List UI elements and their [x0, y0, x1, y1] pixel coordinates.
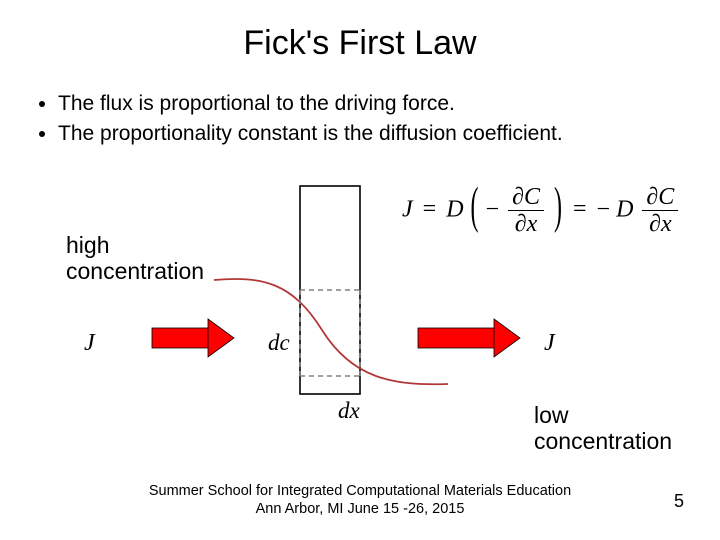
eq-lparen: (	[471, 181, 479, 238]
label-dx: dx	[338, 398, 360, 424]
eq-frac2: ∂C ∂x	[642, 184, 678, 238]
slide: Fick's First Law The flux is proportiona…	[0, 0, 720, 540]
label-dc: dc	[268, 330, 290, 356]
bullet-list: The flux is proportional to the driving …	[36, 90, 684, 151]
eq-frac1: ∂C ∂x	[508, 184, 544, 238]
page-title: Fick's First Law	[0, 24, 720, 63]
equation: J = D ( − ∂C ∂x ) = − D ∂C ∂x	[402, 184, 681, 238]
eq-partial4: ∂	[649, 211, 661, 237]
label-high-concentration: high concentration	[66, 232, 204, 285]
bullet-item: The flux is proportional to the driving …	[58, 90, 684, 118]
eq-x2: x	[661, 211, 672, 237]
eq-x: x	[527, 211, 538, 237]
page-number: 5	[674, 491, 684, 512]
eq-rparen: )	[554, 181, 562, 238]
diagram-box	[300, 186, 360, 394]
eq-D: D	[446, 196, 463, 222]
eq-J: J	[402, 196, 413, 222]
eq-partial3: ∂	[646, 184, 658, 210]
concentration-curve	[214, 279, 448, 384]
footer-line2: Ann Arbor, MI June 15 -26, 2015	[256, 501, 465, 517]
footer: Summer School for Integrated Computation…	[0, 482, 720, 518]
eq-equals: =	[423, 196, 437, 222]
eq-partial2: ∂	[515, 211, 527, 237]
eq-minus2: −	[597, 196, 611, 222]
label-low-concentration: low concentration	[534, 402, 672, 455]
eq-partial: ∂	[512, 184, 524, 210]
arrow-right	[418, 319, 520, 357]
eq-C2: C	[658, 184, 674, 210]
eq-D2: D	[616, 196, 633, 222]
arrow-left	[152, 319, 234, 357]
label-J-left: J	[84, 330, 95, 357]
footer-line1: Summer School for Integrated Computation…	[149, 483, 571, 499]
bullet-item: The proportionality constant is the diff…	[58, 120, 684, 148]
eq-minus: −	[486, 196, 500, 222]
eq-equals2: =	[573, 196, 587, 222]
eq-C: C	[524, 184, 540, 210]
label-J-right: J	[544, 330, 555, 357]
